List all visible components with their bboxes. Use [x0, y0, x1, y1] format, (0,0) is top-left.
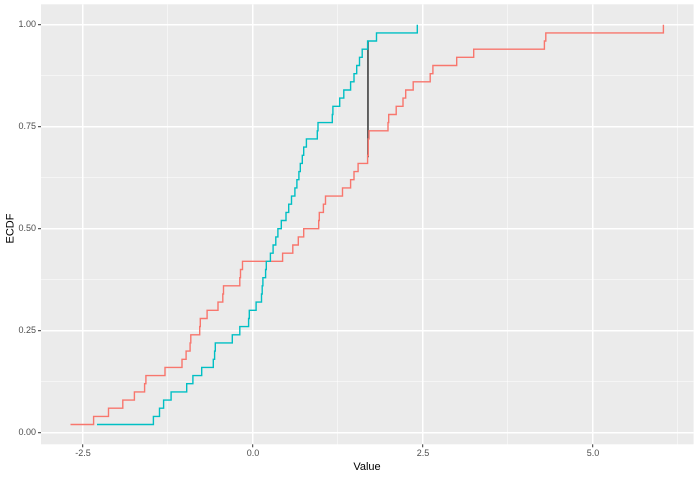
ecdf-line-sample-cyan	[97, 24, 418, 426]
y-tick-label-0.75: 0.75	[18, 121, 36, 131]
y-tick-label-0.00: 0.00	[18, 427, 36, 437]
y-axis-title: ECDF	[4, 213, 17, 244]
y-tick-label-0.25: 0.25	[18, 325, 36, 335]
x-tick-label-neg2.5: -2.5	[75, 448, 91, 458]
x-axis-title: Value	[353, 461, 381, 473]
y-tick-label-1.00: 1.00	[18, 19, 36, 29]
y-tick-label-0.50: 0.50	[18, 223, 36, 233]
ecdf-line-sample-red	[70, 24, 665, 426]
x-tick-label-0.0: 0.0	[246, 448, 260, 458]
x-tick-label-2.5: 2.5	[416, 448, 430, 458]
x-tick-label-5.0: 5.0	[586, 448, 600, 458]
